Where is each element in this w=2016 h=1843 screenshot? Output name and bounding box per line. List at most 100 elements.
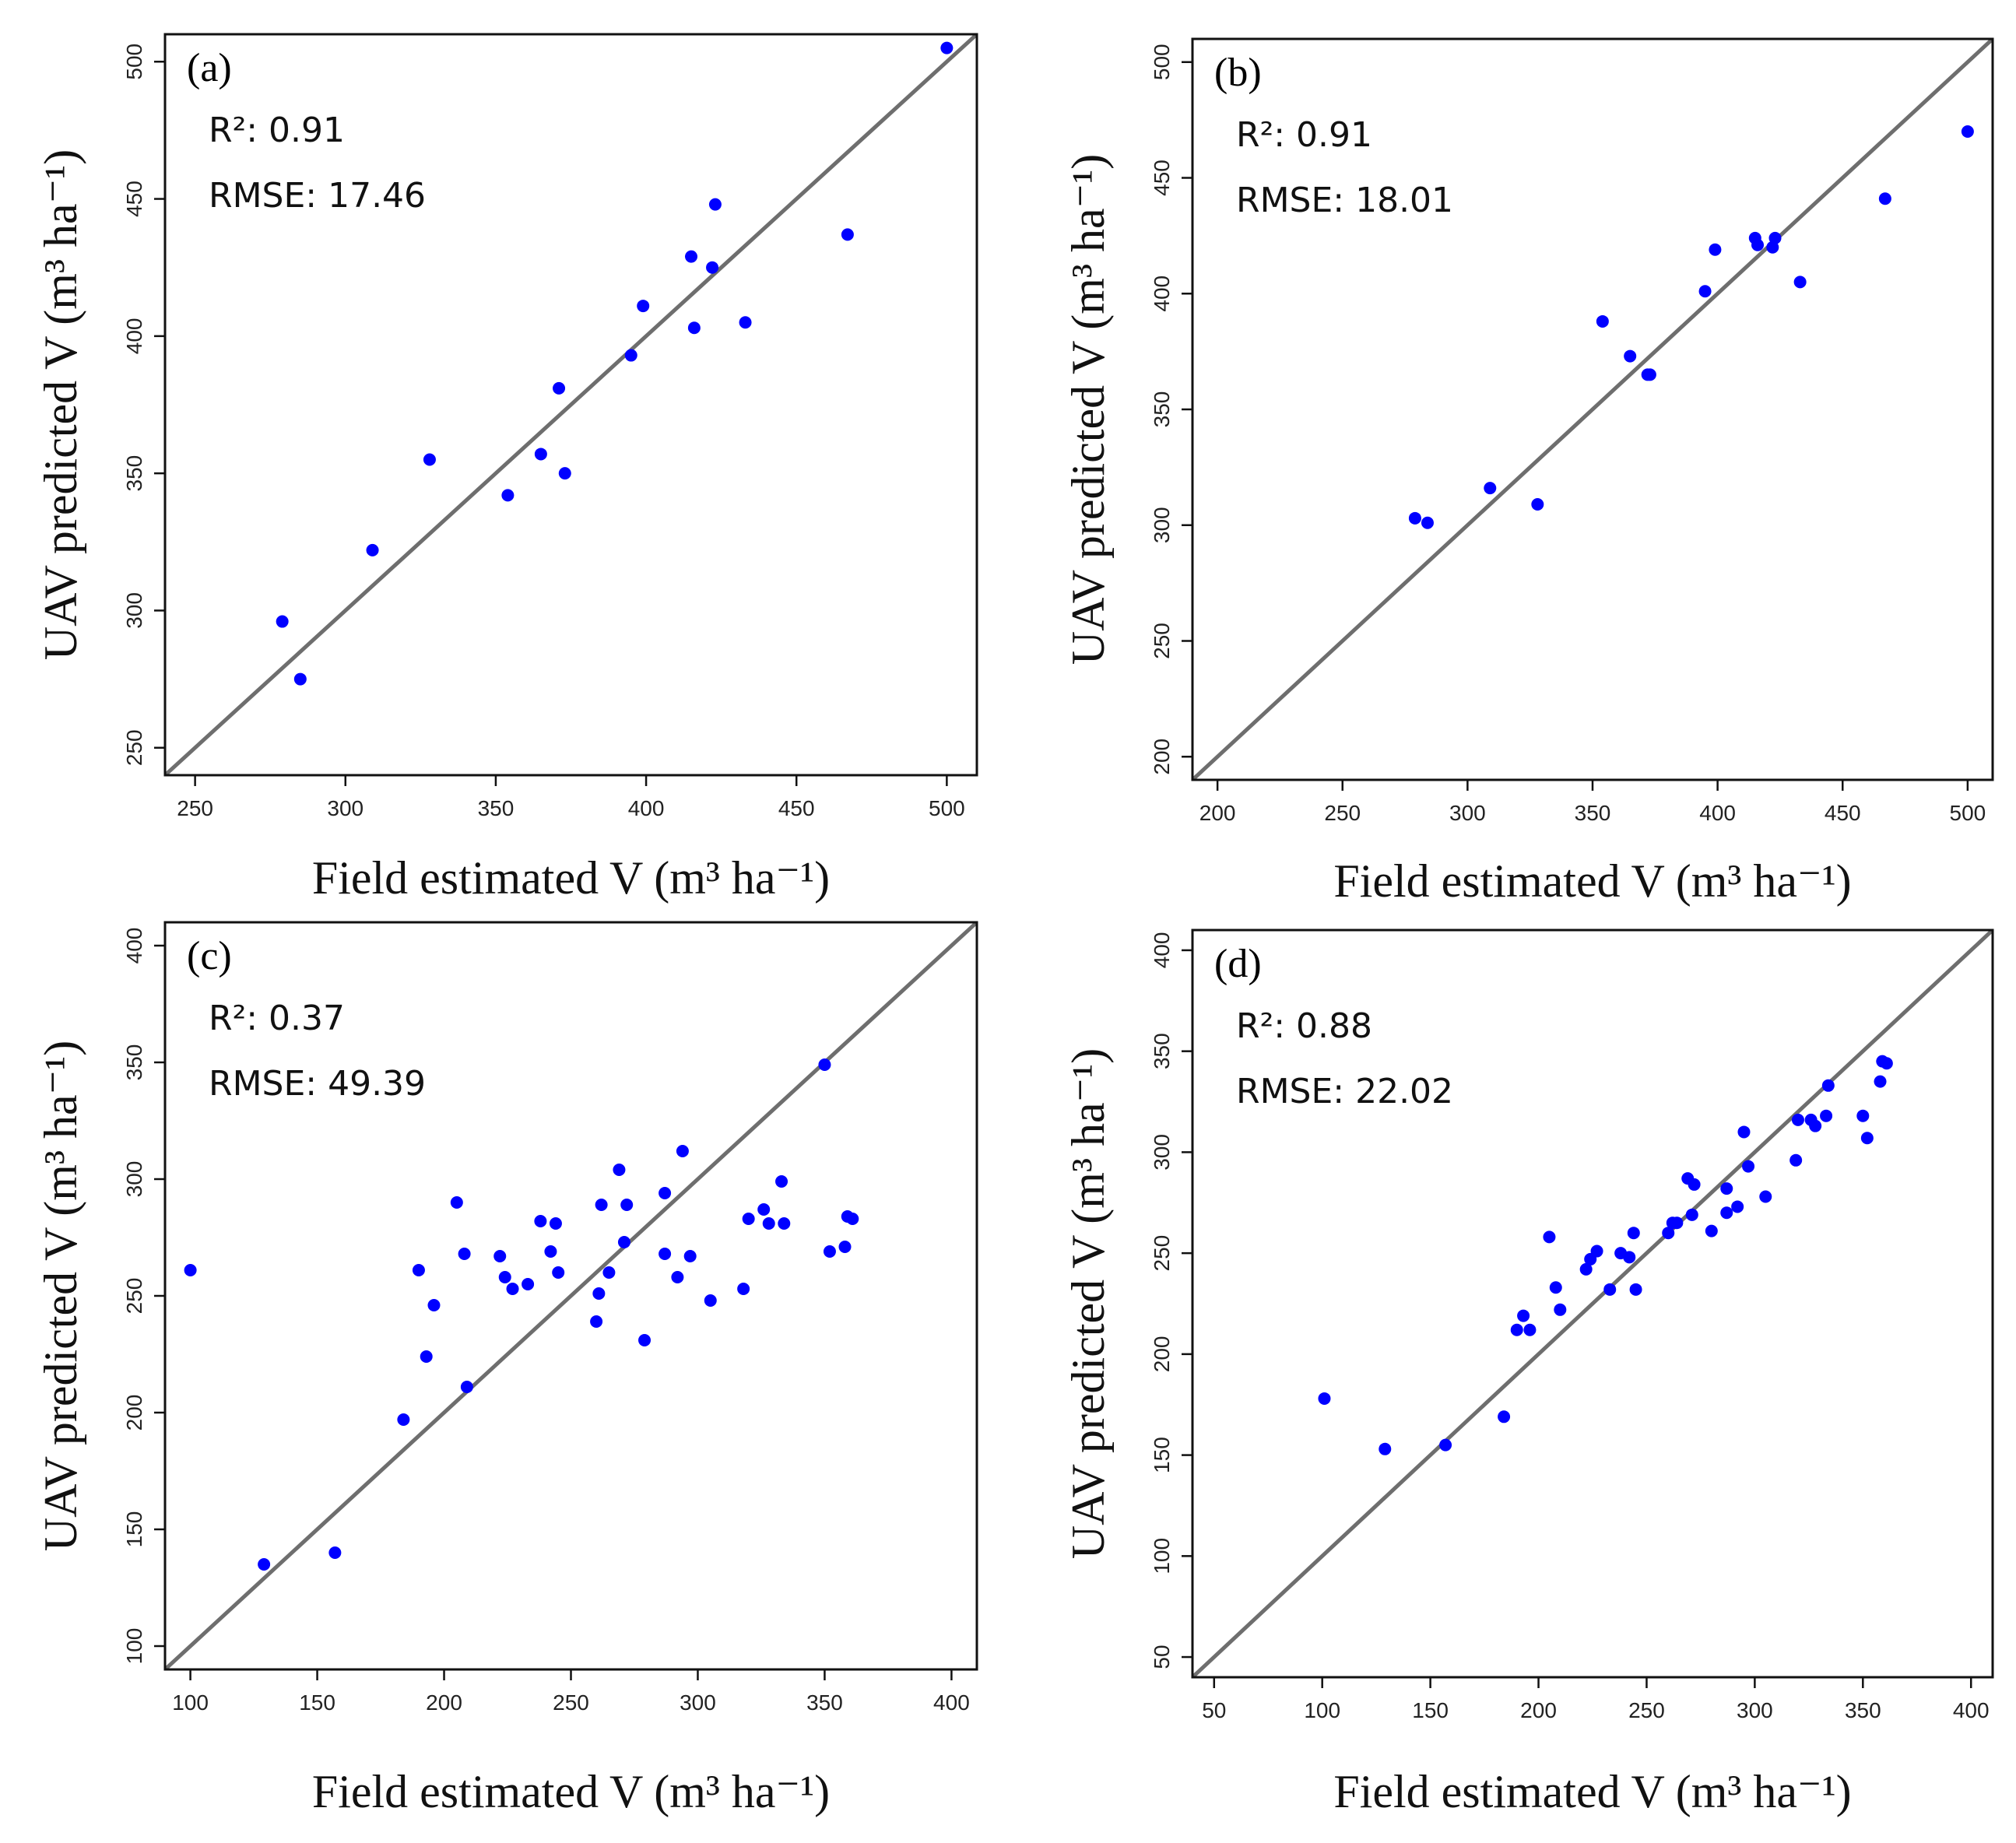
data-point [1874,1075,1887,1088]
data-point [778,1217,791,1230]
panel-label: (c) [187,934,232,978]
data-point [1791,1113,1804,1126]
data-point [293,672,307,686]
data-point [1439,1438,1452,1452]
y-tick-label: 500 [122,44,146,80]
data-point [1685,1208,1698,1221]
y-tick-label: 150 [122,1511,146,1548]
data-point [549,1217,562,1230]
data-point [846,1213,859,1225]
data-point [427,1299,441,1311]
data-point [659,1248,672,1260]
data-point [1759,1190,1772,1203]
x-tick-label: 350 [806,1690,843,1715]
x-tick-label: 350 [478,796,515,820]
plot-frame [163,33,978,777]
data-point [1809,1119,1822,1132]
scatter-panel-c: 100 150 200 250 300 350 400 100 150 200 250 300 350 4… [35,921,978,1817]
y-tick-label: 200 [122,1395,146,1431]
x-tick-label: 150 [1412,1698,1449,1722]
data-point [1742,1160,1755,1173]
data-point [739,316,752,329]
y-tick-label: 250 [122,729,146,766]
data-point [823,1245,836,1258]
x-tick-label: 450 [1825,801,1861,825]
data-point [1688,1178,1701,1191]
data-point [685,250,698,263]
data-point [590,1315,603,1328]
data-point [493,1250,507,1262]
data-point [1720,1206,1733,1220]
x-axis-title: Field estimated V (m³ ha⁻¹) [1333,855,1851,907]
data-point [620,1199,634,1211]
data-point [498,1271,511,1283]
data-point [1961,125,1974,138]
x-tick-label: 400 [1699,801,1736,825]
rmse-label: RMSE: 22.02 [1236,1072,1453,1111]
data-point [544,1245,557,1258]
y-tick-label: 400 [1150,276,1174,312]
data-point [1662,1227,1675,1240]
data-point [558,467,571,480]
data-point [737,1283,750,1295]
reference-line-1to1 [1192,930,1993,1677]
reference-line-1to1 [165,34,977,775]
data-point [506,1283,519,1295]
data-point [1379,1442,1392,1455]
x-tick-label: 300 [1737,1698,1773,1722]
data-point [1484,482,1497,495]
data-point [683,1250,697,1262]
reference-line-1to1 [1192,39,1993,780]
x-tick-label: 100 [1304,1698,1340,1722]
data-point [450,1196,463,1209]
data-point [1643,368,1656,381]
r-squared-label: R²: 0.91 [1236,115,1372,155]
r-squared-label: R²: 0.37 [209,999,345,1038]
data-point [1856,1109,1870,1122]
data-point [1408,511,1421,525]
y-tick-label: 450 [122,181,146,217]
y-tick-label: 250 [1150,1235,1174,1272]
data-point [1498,1410,1511,1423]
data-point [1768,231,1782,244]
data-point [1531,497,1544,511]
data-point [1543,1230,1556,1244]
data-point [423,453,436,466]
r-squared-label: R²: 0.88 [1236,1006,1372,1046]
data-point [704,1294,717,1307]
data-point [1623,1251,1636,1264]
x-axis-title: Field estimated V (m³ ha⁻¹) [312,852,830,904]
data-point [638,1334,652,1346]
data-point [534,1215,547,1227]
data-point [1596,314,1609,328]
data-point [1603,1283,1617,1296]
data-point [940,41,954,54]
x-tick-label: 400 [1953,1698,1990,1722]
data-point [1709,243,1722,256]
data-point [1720,1182,1733,1195]
y-axis-title: UAV predicted V (m³ ha⁻¹) [1062,154,1114,665]
y-tick-label: 250 [1150,623,1174,659]
data-point [328,1546,342,1559]
data-point [1880,1057,1893,1070]
data-point [742,1213,755,1225]
x-tick-label: 500 [929,796,965,820]
data-point [1821,1079,1835,1092]
data-point [1590,1244,1603,1258]
y-tick-label: 200 [1150,739,1174,775]
data-point [1737,1125,1751,1139]
y-tick-label: 400 [1150,932,1174,969]
y-tick-label: 350 [122,455,146,492]
x-tick-label: 150 [299,1690,335,1715]
plot-frame [1191,929,1994,1679]
data-point [258,1558,271,1571]
data-point [1751,238,1765,251]
data-point [1820,1109,1833,1122]
panel-label: (d) [1214,942,1262,986]
rmse-label: RMSE: 17.46 [209,176,426,216]
y-tick-label: 50 [1150,1645,1174,1669]
data-point [602,1266,616,1279]
scatter-panel-a: 250 300 350 400 450 500 250 300 350 400 450 500 (a) R… [35,33,978,904]
data-point [1878,192,1891,205]
